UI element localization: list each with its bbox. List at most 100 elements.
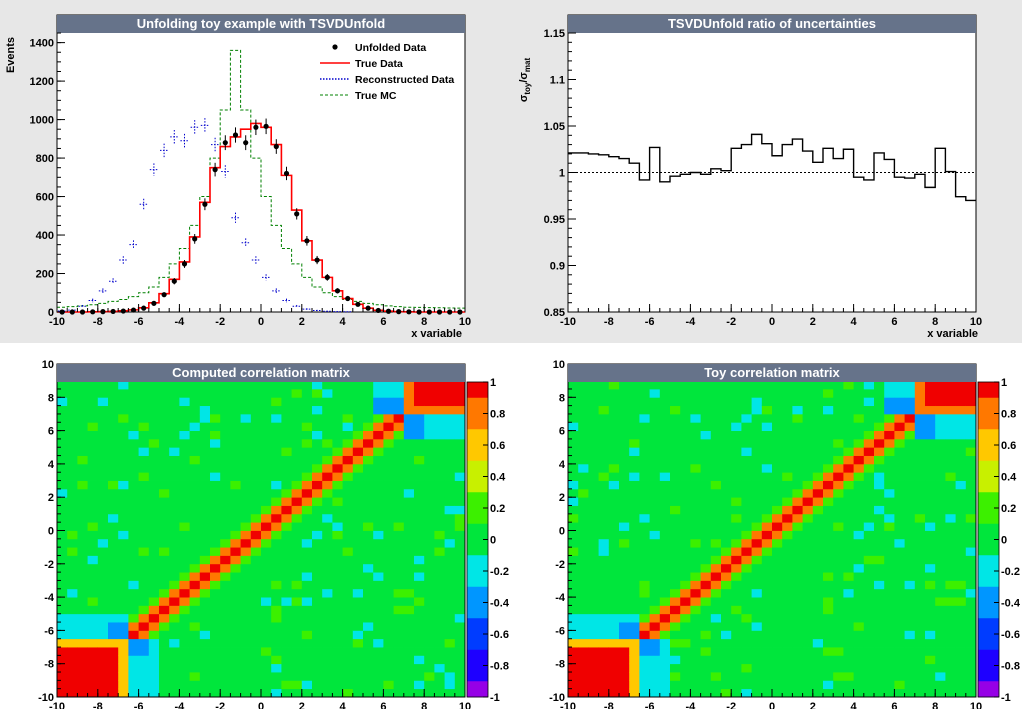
heatmap-cell bbox=[710, 638, 722, 648]
heatmap-cell bbox=[588, 480, 599, 490]
heatmap-cell bbox=[925, 455, 936, 465]
heatmap-cell bbox=[710, 538, 722, 548]
heatmap-cell bbox=[393, 647, 405, 656]
heatmap-cell bbox=[721, 413, 732, 423]
heatmap-cell bbox=[108, 672, 119, 681]
heatmap-cell bbox=[108, 513, 119, 523]
heatmap-cell bbox=[670, 647, 681, 656]
heatmap-cell bbox=[210, 513, 221, 523]
unfolded-point bbox=[375, 307, 381, 314]
heatmap-cell bbox=[128, 455, 139, 465]
heatmap-cell bbox=[118, 555, 129, 565]
heatmap-cell bbox=[220, 497, 231, 506]
heatmap-cell bbox=[210, 672, 221, 681]
heatmap-cell bbox=[639, 572, 650, 581]
heatmap-cell bbox=[772, 497, 783, 506]
heatmap-cell bbox=[312, 597, 323, 606]
heatmap-cell bbox=[352, 422, 364, 431]
heatmap-cell bbox=[965, 430, 977, 440]
heatmap-cell bbox=[393, 555, 405, 565]
heatmap-cell bbox=[639, 638, 650, 648]
heatmap-cell bbox=[383, 555, 394, 565]
heatmap-cell bbox=[322, 688, 333, 698]
heatmap-cell bbox=[403, 505, 415, 515]
heatmap-cell bbox=[454, 672, 466, 681]
heatmap-cell bbox=[159, 572, 170, 581]
heatmap-cell bbox=[965, 580, 977, 590]
heatmap-cell bbox=[424, 563, 435, 573]
heatmap-cell bbox=[363, 563, 374, 573]
heatmap-cell bbox=[261, 505, 272, 515]
heatmap-cell bbox=[588, 672, 599, 681]
heatmap-cell bbox=[894, 497, 905, 506]
palette-tick-label: -0.2 bbox=[490, 566, 509, 578]
heatmap-cell bbox=[802, 655, 814, 665]
heatmap-cell bbox=[281, 663, 292, 673]
heatmap-cell bbox=[97, 397, 109, 407]
heatmap-cell bbox=[424, 647, 435, 656]
heatmap-cell bbox=[578, 638, 589, 648]
heatmap-cell bbox=[965, 547, 977, 556]
heatmap-cell bbox=[189, 605, 201, 615]
heatmap-cell bbox=[721, 513, 732, 523]
heatmap-cell bbox=[853, 397, 865, 407]
heatmap-cell bbox=[884, 522, 895, 531]
heatmap-cell bbox=[812, 430, 824, 440]
heatmap-cell bbox=[128, 563, 139, 573]
heatmap-cell bbox=[925, 555, 936, 565]
heatmap-cell bbox=[629, 447, 640, 456]
heatmap-cell bbox=[403, 680, 415, 690]
heatmap-cell bbox=[608, 605, 620, 615]
heatmap-cell bbox=[373, 530, 384, 540]
heatmap-cell bbox=[782, 630, 793, 640]
heatmap-cell bbox=[108, 597, 119, 606]
heatmap-cell bbox=[680, 405, 691, 415]
heatmap-cell bbox=[210, 388, 221, 398]
heatmap-cell bbox=[751, 380, 763, 390]
heatmap-cell bbox=[199, 380, 211, 390]
heatmap-cell bbox=[322, 663, 333, 673]
heatmap-cell bbox=[128, 430, 139, 440]
heatmap-cell bbox=[220, 530, 231, 540]
heatmap-cell bbox=[721, 555, 732, 565]
heatmap-cell bbox=[67, 547, 78, 556]
heatmap-cell bbox=[454, 605, 466, 615]
heatmap-cell bbox=[721, 438, 732, 448]
heatmap-cell bbox=[434, 422, 445, 431]
heatmap-cell bbox=[342, 380, 354, 390]
heatmap-cell bbox=[945, 672, 956, 681]
heatmap-cell bbox=[148, 505, 160, 515]
heatmap-cell bbox=[179, 380, 190, 390]
heatmap-cell bbox=[199, 405, 211, 415]
unfolded-point bbox=[100, 309, 106, 315]
heatmap-cell bbox=[97, 638, 109, 648]
x-tick-label: -2 bbox=[726, 316, 736, 328]
heatmap-cell bbox=[67, 447, 78, 456]
heatmap-cell bbox=[271, 380, 282, 390]
heatmap-cell bbox=[352, 655, 364, 665]
heatmap-cell bbox=[291, 680, 303, 690]
heatmap-cell bbox=[414, 472, 425, 481]
heatmap-cell bbox=[731, 405, 742, 415]
heatmap-cell bbox=[159, 605, 170, 615]
heatmap-cell bbox=[802, 497, 814, 506]
heatmap-cell bbox=[342, 405, 354, 415]
heatmap-cell bbox=[639, 613, 650, 623]
heatmap-cell bbox=[659, 530, 671, 540]
x-tick-label: 8 bbox=[932, 701, 938, 709]
heatmap-cell bbox=[812, 647, 824, 656]
heatmap-cell bbox=[373, 580, 384, 590]
heatmap-cell bbox=[179, 580, 190, 590]
heatmap-cell bbox=[863, 472, 875, 481]
heatmap-cell bbox=[874, 547, 885, 556]
heatmap-cell bbox=[414, 688, 425, 698]
heatmap-cell bbox=[240, 480, 252, 490]
heatmap-cell bbox=[751, 438, 763, 448]
heatmap-cell bbox=[403, 555, 415, 565]
heatmap-cell bbox=[914, 555, 926, 565]
heatmap-cell bbox=[812, 547, 824, 556]
heatmap-cell bbox=[77, 472, 88, 481]
heatmap-cell bbox=[935, 613, 946, 623]
heatmap-cell bbox=[322, 497, 333, 506]
heatmap-cell bbox=[812, 588, 824, 598]
